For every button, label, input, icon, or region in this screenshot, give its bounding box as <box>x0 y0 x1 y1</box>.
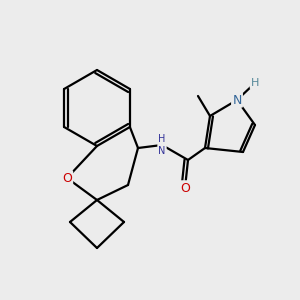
Text: N: N <box>232 94 242 106</box>
Text: H
N: H N <box>158 134 166 156</box>
Text: H: H <box>251 78 259 88</box>
Text: O: O <box>180 182 190 194</box>
Text: O: O <box>62 172 72 184</box>
